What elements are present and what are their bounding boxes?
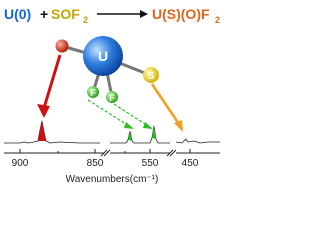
sulfur-label: S [148,71,155,82]
uranium-label: U [98,48,108,64]
fluorine-atom [87,86,99,98]
reactant-metal: U(0) [4,6,31,22]
tick-label: 900 [12,158,29,169]
fluorine-label: F [109,93,115,103]
tick-label: 550 [142,158,159,169]
peak-fill [128,131,132,141]
reactant-gas: SOF [51,6,80,22]
fluorine-atom [106,91,118,103]
peak-fill [185,139,187,141]
pointer-arrows [37,54,183,132]
figure: U(0) + SOF 2 U(S)(O)F 2 U S F F [4,6,220,185]
product-sub: 2 [215,15,220,25]
reaction-arrowhead [140,10,148,18]
axis-label: Wavenumbers(cm⁻¹) [66,174,159,185]
tick-label: 850 [87,158,104,169]
tick-label: 450 [182,158,199,169]
fluorine-label: F [90,88,96,98]
uranium-atom [83,36,123,76]
peak-fill [152,126,156,139]
oxygen-atom [55,39,69,53]
spectrum-trace [4,120,220,144]
x-axis [4,149,220,157]
product: U(S)(O)F [152,6,210,22]
peak-fill [38,121,46,141]
sulfur-atom [143,67,159,83]
plus: + [40,6,48,22]
reactant-gas-sub: 2 [83,15,88,25]
